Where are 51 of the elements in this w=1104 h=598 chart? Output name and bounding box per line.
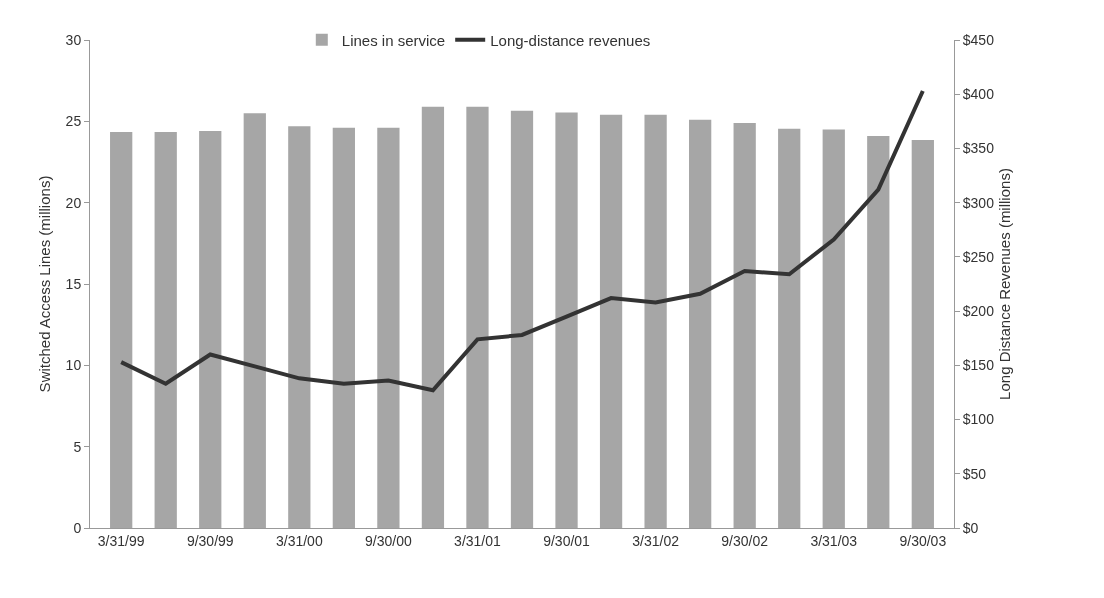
y2-tick-label: $100 xyxy=(962,411,995,428)
y-tick-label: 0 xyxy=(73,519,82,536)
y2-tick-label: $300 xyxy=(962,194,995,211)
x-tick-label: 9/30/01 xyxy=(543,532,591,549)
bar xyxy=(510,110,534,528)
line-series xyxy=(119,88,925,393)
y2-tick-label: $250 xyxy=(962,248,995,265)
bar xyxy=(332,127,355,528)
bar xyxy=(689,119,712,528)
y-tick-label: 15 xyxy=(65,275,82,292)
bar xyxy=(778,128,801,528)
x-tick-label: 9/30/99 xyxy=(186,532,234,549)
x-tick-label: 3/31/00 xyxy=(275,532,323,549)
bar xyxy=(154,131,177,528)
y-tick-label: 25 xyxy=(65,113,82,130)
bar xyxy=(867,135,890,528)
legend-label: Lines in service xyxy=(341,31,446,49)
bar xyxy=(288,126,311,528)
bar xyxy=(555,112,578,528)
x-tick-label: 3/31/01 xyxy=(454,532,502,549)
bar xyxy=(110,131,133,528)
y-tick-label: 20 xyxy=(65,194,82,211)
bar xyxy=(644,114,667,528)
y-tick-label: 30 xyxy=(65,31,82,48)
bar xyxy=(599,114,623,528)
y2-tick-label: $450 xyxy=(962,31,995,48)
y-axis-title: Switched Access Lines (millions) xyxy=(36,175,53,393)
bar xyxy=(911,140,934,528)
bar xyxy=(243,113,266,528)
bar xyxy=(466,106,489,528)
x-tick-label: 9/30/02 xyxy=(721,532,769,549)
y2-tick-label: $0 xyxy=(962,519,979,536)
bar xyxy=(421,106,445,528)
bar xyxy=(199,131,222,528)
bar xyxy=(377,127,400,528)
x-tick-label: 9/30/00 xyxy=(365,532,412,549)
bar xyxy=(733,122,756,528)
bar xyxy=(822,129,845,528)
y-tick-label: 10 xyxy=(65,357,82,374)
x-tick-label: 3/31/99 xyxy=(97,532,145,549)
x-tick-label: 9/30/03 xyxy=(899,532,947,549)
y2-axis-title: Long Distance Revenues (millions) xyxy=(996,168,1014,400)
legend-label: Long-distance revenues xyxy=(490,31,651,49)
y2-tick-label: $150 xyxy=(962,357,995,374)
y2-tick-label: $200 xyxy=(962,303,995,320)
y2-tick-label: $400 xyxy=(962,86,995,103)
y2-tick-label: $350 xyxy=(962,140,995,157)
y-tick-label: 5 xyxy=(73,438,82,455)
y2-tick-label: $50 xyxy=(962,465,987,482)
x-tick-label: 3/31/02 xyxy=(632,532,680,549)
x-tick-label: 3/31/03 xyxy=(810,532,858,549)
